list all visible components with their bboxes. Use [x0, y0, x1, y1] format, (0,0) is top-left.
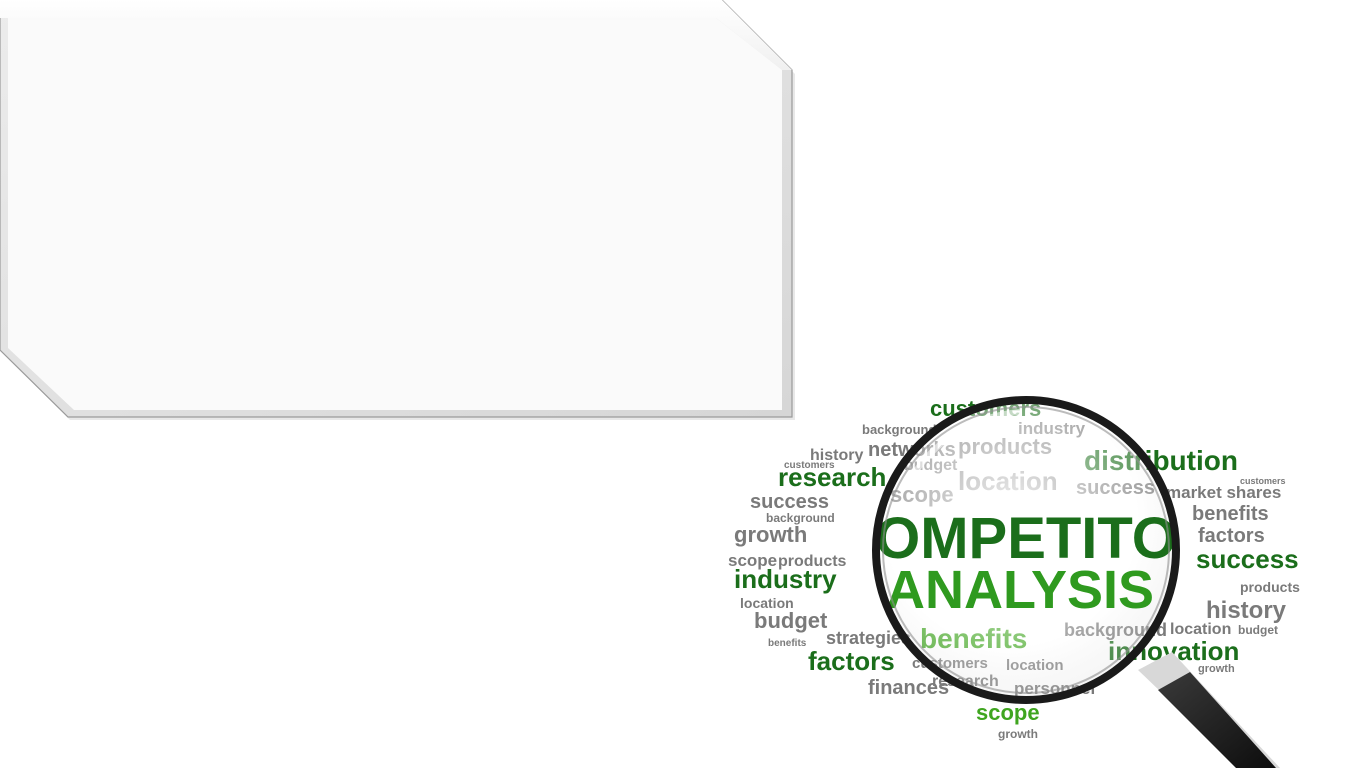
- wc-word: background: [862, 422, 936, 437]
- wc-word: market shares: [1166, 483, 1281, 502]
- wc-word: products: [778, 553, 847, 570]
- wc-word: customers: [784, 460, 835, 471]
- wc-word: benefits: [1192, 503, 1269, 525]
- wc-word: industry: [734, 564, 837, 594]
- magnifying-glass-icon: COMPETITOR ANALYSIS: [833, 396, 1280, 768]
- title-placeholder-panel[interactable]: [0, 0, 795, 420]
- wc-word: strategies: [826, 628, 911, 648]
- wc-word: location: [740, 595, 794, 611]
- wc-word: history: [810, 447, 863, 464]
- wc-word: growth: [1198, 663, 1235, 675]
- wc-word: benefits: [768, 638, 807, 649]
- wc-word: budget: [754, 608, 828, 633]
- wc-word: location: [1170, 621, 1231, 638]
- wc-word: products: [1240, 579, 1300, 595]
- slide-title[interactable]: [40, 60, 740, 100]
- lens-word-analysis: ANALYSIS: [886, 560, 1154, 620]
- wc-word: success: [750, 491, 829, 513]
- wc-word: growth: [998, 727, 1038, 741]
- magnifier-handle: [1138, 652, 1280, 768]
- wc-word: finances: [868, 677, 949, 699]
- wc-word: growth: [734, 522, 807, 547]
- wc-word: budget: [1238, 623, 1278, 637]
- wc-word: research: [778, 462, 886, 492]
- wc-word: customers: [1240, 476, 1286, 486]
- wc-word: background: [766, 511, 835, 525]
- wc-word: scope: [728, 551, 777, 570]
- lens-word-competitor: COMPETITOR: [833, 506, 1219, 571]
- wc-word: scope: [976, 700, 1040, 725]
- wc-word: factors: [808, 646, 895, 676]
- wc-word: success: [1196, 544, 1299, 574]
- competitor-analysis-wordcloud-image: customers industry background products d…: [728, 396, 1300, 768]
- wc-word: history: [1206, 597, 1287, 624]
- wc-word: factors: [1198, 525, 1265, 547]
